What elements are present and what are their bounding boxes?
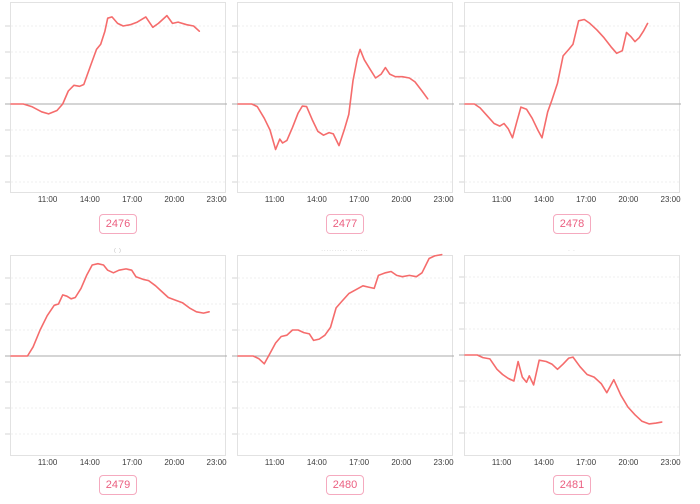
- x-axis-tick-label: 11:00: [491, 195, 512, 204]
- badge-row: 2478: [464, 206, 680, 246]
- chart-id-badge[interactable]: 2477: [325, 214, 365, 234]
- x-axis-tick-label: 14:00: [533, 458, 554, 467]
- x-axis-tick-label: 11:00: [37, 195, 58, 204]
- x-axis-tick-label: 20:00: [391, 458, 412, 467]
- line-chart-plot: [232, 253, 454, 456]
- chart-cell: · · 11:00 14:00 17:00 20:00 23:00 2476: [5, 0, 227, 246]
- chart-grid-row-2: ( ) 11:00 14:00 17:00 20:00 23:00 2479 ·····…: [0, 246, 700, 504]
- x-axis-tick-label: 20:00: [618, 195, 639, 204]
- x-axis-tick-label: 14:00: [79, 458, 100, 467]
- x-axis-tick-label: 23:00: [433, 195, 454, 204]
- x-axis-labels: 11:00 14:00 17:00 20:00 23:00: [237, 193, 454, 206]
- x-axis-labels: 11:00 14:00 17:00 20:00 23:00: [464, 456, 681, 469]
- chart-id-badge[interactable]: 2476: [98, 214, 138, 234]
- x-axis-tick-label: 14:00: [533, 195, 554, 204]
- x-axis-tick-label: 14:00: [306, 195, 327, 204]
- line-chart-canvas: [5, 262, 227, 435]
- x-axis-labels: 11:00 14:00 17:00 20:00 23:00: [10, 456, 227, 469]
- chart-cell: · · 11:00 14:00 17:00 20:00 23:00 2478: [459, 0, 681, 246]
- x-axis-tick-label: 17:00: [122, 458, 143, 467]
- cropped-title-fragment: ·········· · ·····: [321, 248, 369, 254]
- x-axis-tick-label: 23:00: [206, 195, 227, 204]
- line-chart-canvas: [459, 18, 681, 183]
- x-axis-tick-label: 17:00: [349, 195, 370, 204]
- line-chart-plot: [459, 2, 681, 193]
- line-chart-canvas: [459, 276, 681, 434]
- x-axis-tick-label: 23:00: [433, 458, 454, 467]
- x-axis-tick-label: 11:00: [264, 195, 285, 204]
- line-chart-canvas: [5, 14, 227, 183]
- line-chart-plot: [459, 255, 681, 456]
- x-axis-tick-label: 17:00: [349, 458, 370, 467]
- x-axis-tick-label: 11:00: [264, 458, 285, 467]
- x-axis-tick-label: 17:00: [576, 458, 597, 467]
- chart-id-badge[interactable]: 2479: [98, 475, 138, 495]
- line-chart-plot: [232, 2, 454, 193]
- badge-row: 2480: [237, 469, 453, 504]
- chart-id-badge[interactable]: 2478: [552, 214, 592, 234]
- x-axis-tick-label: 14:00: [79, 195, 100, 204]
- x-axis-tick-label: 23:00: [660, 458, 681, 467]
- x-axis-labels: 11:00 14:00 17:00 20:00 23:00: [237, 456, 454, 469]
- line-chart-canvas: [232, 253, 454, 435]
- x-axis-labels: 11:00 14:00 17:00 20:00 23:00: [464, 193, 681, 206]
- cropped-title-fragment: · ·: [464, 0, 680, 2]
- line-chart-canvas: [232, 25, 454, 183]
- badge-row: 2476: [10, 206, 226, 246]
- line-chart-plot: [5, 255, 227, 456]
- chart-cell: 11:00 14:00 17:00 20:00 23:00 2477: [232, 0, 454, 246]
- x-axis-tick-label: 17:00: [122, 195, 143, 204]
- chart-id-badge[interactable]: 2480: [325, 475, 365, 495]
- chart-grid-row-1: · · 11:00 14:00 17:00 20:00 23:00 2476 11:00…: [0, 0, 700, 246]
- x-axis-tick-label: 20:00: [164, 195, 185, 204]
- x-axis-tick-label: 20:00: [391, 195, 412, 204]
- cropped-title-fragment: ( ): [114, 248, 122, 254]
- x-axis-tick-label: 23:00: [660, 195, 681, 204]
- x-axis-labels: 11:00 14:00 17:00 20:00 23:00: [10, 193, 227, 206]
- x-axis-tick-label: 11:00: [491, 458, 512, 467]
- badge-row: 2477: [237, 206, 453, 246]
- cropped-title-fragment: · ·: [10, 0, 226, 2]
- chart-cell: ( ) 11:00 14:00 17:00 20:00 23:00 2479: [5, 246, 227, 504]
- chart-cell: · · 11:00 14:00 17:00 20:00 23:00 2481: [459, 246, 681, 504]
- badge-row: 2479: [10, 469, 226, 504]
- line-chart-plot: [5, 2, 227, 193]
- x-axis-tick-label: 14:00: [306, 458, 327, 467]
- x-axis-tick-label: 17:00: [576, 195, 597, 204]
- x-axis-tick-label: 20:00: [164, 458, 185, 467]
- chart-id-badge[interactable]: 2481: [552, 475, 592, 495]
- badge-row: 2481: [464, 469, 680, 504]
- x-axis-tick-label: 20:00: [618, 458, 639, 467]
- chart-cell: ·········· · ····· 11:00 14:00 17:00 20:00 2…: [232, 246, 454, 504]
- x-axis-tick-label: 23:00: [206, 458, 227, 467]
- x-axis-tick-label: 11:00: [37, 458, 58, 467]
- cropped-title-fragment: · ·: [568, 248, 576, 254]
